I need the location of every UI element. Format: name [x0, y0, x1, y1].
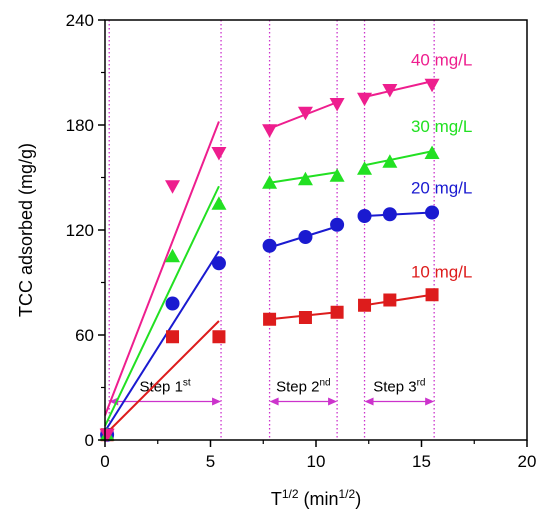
data-point-circle [211, 256, 226, 271]
x-axis-label-unit: (min [299, 489, 339, 509]
x-tick-label: 20 [518, 452, 537, 471]
data-point-triangle-down [382, 84, 398, 98]
data-point-circle [298, 230, 313, 244]
data-point-square [383, 293, 397, 307]
data-point-triangle-up [382, 154, 398, 168]
step-label: Step 3rd [373, 378, 425, 396]
fit-line [104, 185, 220, 427]
series-label: 20 mg/L [411, 178, 472, 197]
fit-line [364, 80, 433, 98]
fit-line [104, 121, 220, 416]
data-point-circle [165, 296, 180, 311]
x-tick-label: 15 [412, 452, 431, 471]
data-point-triangle-up [262, 175, 278, 189]
step-label-sup: nd [319, 378, 330, 389]
x-tick-label: 5 [206, 452, 215, 471]
data-point-square [425, 288, 439, 302]
data-point-triangle-up [165, 248, 181, 263]
data-point-circle [425, 205, 440, 220]
x-axis-label-main: T [271, 489, 282, 509]
x-axis-label-sup: 1/2 [282, 487, 299, 501]
step-label-sup: rd [417, 378, 426, 389]
step-arrow-head-right [425, 397, 435, 406]
step-label-text: Step 3 [373, 379, 416, 396]
series-label: 30 mg/L [411, 117, 472, 136]
step-label: Step 2nd [276, 378, 331, 396]
data-point-circle [357, 209, 372, 223]
fit-line [364, 211, 433, 217]
data-point-triangle-down [211, 147, 227, 161]
y-tick-label: 240 [66, 11, 94, 30]
step-label-text: Step 2 [276, 379, 319, 396]
fit-lines [104, 80, 433, 436]
data-point-triangle-down [357, 92, 373, 107]
fit-line [364, 150, 433, 167]
y-tick-label: 180 [66, 116, 94, 135]
x-tick-label: 0 [100, 452, 109, 471]
data-point-triangle-down [99, 428, 115, 443]
x-axis-label-unit-sup: 1/2 [339, 487, 356, 501]
step-label-sup: st [183, 378, 191, 389]
data-point-triangle-down [329, 98, 345, 112]
step-annotations: Step 1st Step 2nd Step 3rd [109, 378, 435, 406]
y-tick-label: 0 [85, 431, 94, 450]
fit-line [104, 320, 220, 436]
data-point-triangle-down [424, 78, 440, 93]
x-tick-label: 10 [307, 452, 326, 471]
data-point-triangle-up [297, 171, 313, 186]
data-point-circle [262, 238, 277, 253]
data-point-triangle-down [297, 106, 313, 121]
data-points [99, 78, 440, 443]
y-tick-label: 120 [66, 221, 94, 240]
fit-line [104, 250, 220, 432]
data-point-square [263, 312, 277, 326]
data-point-circle [382, 207, 397, 222]
fit-line [364, 293, 433, 307]
x-axis-label-close: ) [355, 489, 361, 509]
y-axis-label: TCC adsorbed (mg/g) [16, 143, 36, 317]
data-point-circle [330, 217, 345, 232]
step-label-text: Step 1 [140, 379, 183, 396]
data-point-square [298, 311, 312, 324]
step-arrow-head-right [328, 397, 338, 406]
data-point-square [166, 330, 180, 344]
step-arrow-head-left [364, 397, 374, 406]
step-label: Step 1st [140, 378, 191, 396]
series-label: 10 mg/L [411, 262, 472, 281]
data-point-triangle-down [165, 180, 181, 194]
data-point-square [212, 330, 226, 344]
data-point-triangle-down [262, 124, 278, 138]
step-arrow-head-left [269, 397, 279, 406]
data-point-triangle-up [329, 168, 345, 182]
data-point-triangle-up [357, 161, 373, 175]
data-point-triangle-up [211, 196, 227, 210]
data-point-square [358, 298, 372, 312]
y-tick-label: 60 [75, 326, 94, 345]
series-label: 40 mg/L [411, 51, 472, 70]
series-labels: 10 mg/L 20 mg/L 30 mg/L 40 mg/L [411, 51, 472, 282]
step-arrow-head-right [212, 397, 222, 406]
data-point-square [330, 305, 344, 319]
x-axis-label: T1/2 (min1/2) [271, 487, 361, 509]
data-point-triangle-up [424, 145, 440, 159]
